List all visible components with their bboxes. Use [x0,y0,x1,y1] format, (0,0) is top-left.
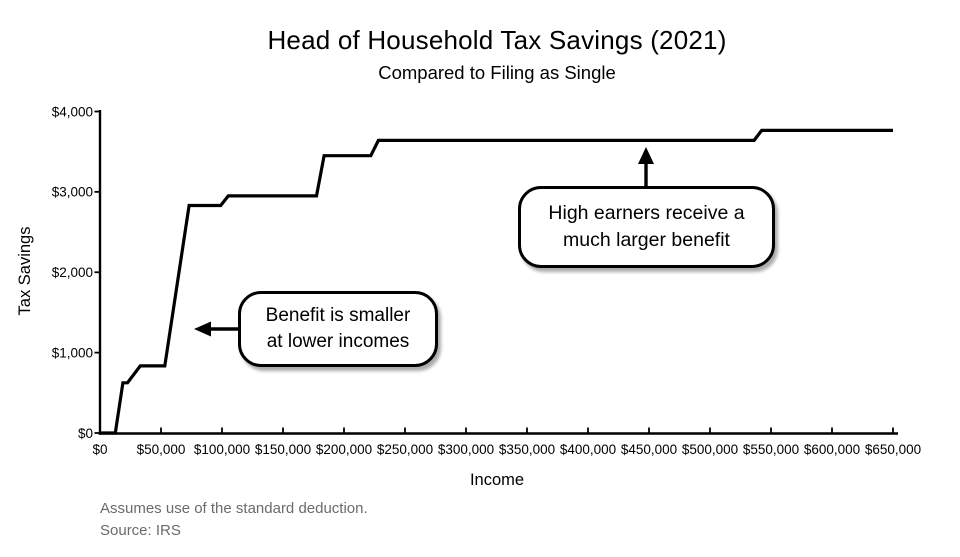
annotation-text-line: Benefit is smaller [265,305,411,326]
x-tick-label: $350,000 [499,442,555,457]
x-tick-label: $450,000 [621,442,677,457]
footnote-line-2: Source: IRS [100,521,181,539]
x-tick-label: $600,000 [804,442,860,457]
x-tick-label: $200,000 [316,442,372,457]
footnote: Assumes use of the standard deduction. S… [100,498,368,541]
x-tick-label: $650,000 [865,442,921,457]
annotation-low-incomes: Benefit is smaller at lower incomes [238,291,438,367]
y-tick-label: $2,000 [52,265,93,280]
x-tick-label: $100,000 [194,442,250,457]
x-axis-title: Income [470,471,524,489]
x-tick-label: $300,000 [438,442,494,457]
y-tick-label: $0 [78,426,93,441]
annotation-text-line: much larger benefit [563,229,730,251]
arrow-high-earners [638,147,654,186]
tax-savings-line [100,128,893,435]
arrow-low-incomes [194,321,238,337]
annotation-text-line: High earners receive a [548,201,745,224]
x-tick-label: $250,000 [377,442,433,457]
y-tick-label: $4,000 [52,104,93,119]
footnote-line-1: Assumes use of the standard deduction. [100,500,368,517]
x-tick-label: $0 [92,442,107,457]
annotation-text-line: at lower incomes [266,331,410,352]
x-tick-label: $50,000 [137,442,186,457]
y-tick-label: $3,000 [52,185,93,200]
x-tick-label: $400,000 [560,442,616,457]
chart-title: Head of Household Tax Savings (2021) [267,25,727,55]
x-tick-label: $500,000 [682,442,738,457]
x-tick-label: $150,000 [255,442,311,457]
x-tick-label: $550,000 [743,442,799,457]
y-axis-tick-labels: $0 $1,000 $2,000 $3,000 $4,000 [52,104,93,441]
x-axis-ticks [99,427,894,433]
y-axis-ticks [94,110,100,434]
y-tick-label: $1,000 [52,345,93,360]
y-axis-title: Tax Savings [16,227,34,316]
annotation-high-earners: High earners receive a much larger benef… [518,186,775,268]
x-axis-tick-labels: $0 $50,000 $100,000 $150,000 $200,000 $250,00… [92,442,921,457]
chart-subtitle: Compared to Filing as Single [378,62,616,83]
